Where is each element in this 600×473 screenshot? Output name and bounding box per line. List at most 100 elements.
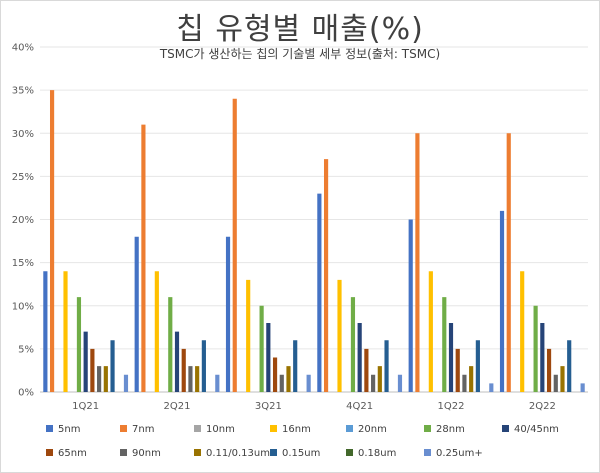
bar-2Q22-7nm: [506, 133, 511, 392]
bar-2Q22-16nm: [520, 271, 525, 392]
legend-item: 7nm: [120, 424, 154, 435]
bar-2Q22-90nm: [553, 374, 558, 392]
bar-3Q21-0.25um+: [306, 374, 311, 392]
bar-1Q22-0.25um+: [489, 383, 494, 393]
legend-label: 10nm: [206, 424, 235, 435]
y-tick-label: 25%: [12, 172, 34, 183]
bar-4Q21-0.15um: [384, 340, 389, 392]
bar-1Q22-40/45nm: [448, 323, 454, 392]
bar-1Q22-0.15um: [475, 340, 480, 392]
bar-4Q21-90nm: [371, 374, 376, 392]
legend-swatch: [46, 424, 53, 432]
chart-subtitle: TSMC가 생산하는 칩의 기술별 세부 정보(출처: TSMC): [159, 47, 441, 61]
x-tick-label: 1Q22: [438, 401, 465, 412]
legend-swatch: [502, 424, 509, 432]
bar-3Q21-5nm: [225, 236, 231, 392]
legend-item: 5nm: [46, 424, 80, 435]
bar-3Q21-7nm: [232, 98, 237, 392]
legend-label: 0.11/0.13um: [206, 448, 270, 459]
bar-1Q21-0.11/0.13um: [103, 366, 108, 393]
bar-3Q21-28nm: [259, 305, 264, 392]
bar-3Q21-90nm: [279, 374, 284, 392]
bar-3Q21-40/45nm: [266, 323, 271, 392]
legend-item: 28nm: [424, 424, 465, 435]
bar-1Q22-16nm: [428, 271, 433, 392]
legend-swatch: [120, 448, 127, 456]
legend-label: 20nm: [358, 424, 387, 435]
y-tick-label: 35%: [12, 86, 34, 97]
bar-1Q21-7nm: [49, 90, 55, 393]
y-tick-label: 10%: [12, 301, 34, 312]
bar-1Q21-28nm: [76, 297, 82, 393]
legend-item: 0.15um: [270, 448, 320, 459]
y-tick-label: 5%: [18, 344, 34, 355]
legend-swatch: [346, 424, 353, 432]
y-tick-label: 0%: [18, 388, 34, 399]
legend-item: 0.11/0.13um: [194, 448, 270, 459]
legend-label: 0.25um+: [436, 448, 483, 459]
bar-3Q21-0.15um: [293, 340, 298, 392]
bar-4Q21-5nm: [317, 193, 322, 392]
bar-2Q21-90nm: [188, 366, 193, 393]
legend-swatch: [194, 448, 201, 456]
legend-label: 40/45nm: [514, 424, 559, 435]
bar-1Q21-65nm: [90, 348, 95, 393]
bar-4Q21-0.11/0.13um: [377, 366, 382, 393]
x-tick-label: 2Q21: [164, 401, 191, 412]
legend-label: 7nm: [132, 424, 155, 435]
bar-1Q21-0.25um+: [123, 374, 129, 392]
bar-2Q22-28nm: [533, 305, 538, 392]
bar-1Q22-0.11/0.13um: [469, 366, 474, 393]
bar-4Q21-0.25um+: [397, 374, 403, 392]
legend-swatch: [120, 424, 127, 432]
legend-item: 90nm: [120, 448, 161, 459]
legend-item: 0.25um+: [424, 448, 483, 459]
legend-label: 5nm: [58, 424, 81, 435]
legend-label: 0.15um: [282, 448, 321, 459]
legend-item: 20nm: [346, 424, 387, 435]
bar-2Q22-0.11/0.13um: [560, 366, 565, 393]
legend-swatch: [270, 448, 277, 456]
bar-1Q22-90nm: [462, 374, 467, 392]
bar-2Q22-65nm: [546, 348, 552, 393]
bar-2Q22-0.25um+: [580, 383, 585, 393]
legend-item: 10nm: [194, 424, 235, 435]
legend-label: 0.18um: [358, 448, 397, 459]
y-tick-label: 15%: [12, 258, 34, 269]
legend-label: 90nm: [132, 448, 161, 459]
bar-2Q21-5nm: [134, 236, 139, 392]
bar-3Q21-0.11/0.13um: [286, 366, 291, 393]
legend-item: 40/45nm: [502, 424, 559, 435]
bar-1Q21-90nm: [97, 366, 102, 393]
bar-1Q22-65nm: [455, 348, 460, 393]
legend-label: 16nm: [282, 424, 311, 435]
bar-4Q21-16nm: [337, 279, 342, 393]
bar-3Q21-65nm: [272, 357, 278, 392]
bar-2Q21-7nm: [141, 124, 146, 393]
bar-2Q22-5nm: [499, 210, 505, 393]
legend-swatch: [424, 448, 431, 456]
bar-2Q21-0.25um+: [215, 374, 220, 392]
bar-2Q21-28nm: [168, 297, 173, 393]
bar-2Q21-65nm: [181, 348, 186, 393]
bar-1Q22-7nm: [415, 133, 420, 392]
legend-label: 28nm: [436, 424, 465, 435]
legend-item: 16nm: [270, 424, 311, 435]
legend-label: 65nm: [58, 448, 87, 459]
bar-2Q22-0.15um: [567, 340, 572, 392]
bar-1Q22-5nm: [408, 219, 413, 392]
legend-swatch: [46, 448, 53, 456]
y-tick-label: 40%: [12, 43, 34, 54]
x-tick-label: 1Q21: [72, 401, 99, 412]
legend-swatch: [424, 424, 431, 432]
bar-4Q21-65nm: [364, 348, 369, 393]
x-tick-label: 4Q21: [346, 401, 373, 412]
x-tick-label: 3Q21: [255, 401, 282, 412]
y-tick-label: 20%: [12, 215, 34, 226]
x-tick-label: 2Q22: [529, 401, 556, 412]
bar-3Q21-16nm: [246, 279, 251, 393]
bar-1Q21-0.15um: [110, 340, 115, 392]
bar-1Q22-28nm: [442, 297, 447, 393]
legend-item: 0.18um: [346, 448, 396, 459]
